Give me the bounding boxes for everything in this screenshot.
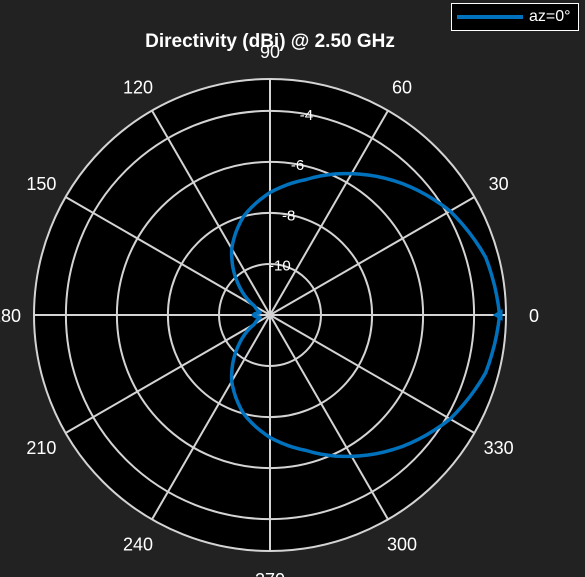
radial-grid--8 bbox=[166, 211, 374, 419]
spoke-30 bbox=[269, 196, 475, 316]
angle-tick-30: 30 bbox=[489, 174, 509, 194]
spoke-330 bbox=[269, 314, 475, 434]
angle-tick-180: 180 bbox=[0, 306, 21, 326]
radial-tick--10: -10 bbox=[269, 258, 291, 275]
chart-title: Directivity (dBi) @ 2.50 GHz bbox=[145, 31, 395, 52]
angle-tick-330: 330 bbox=[484, 438, 514, 458]
radial-grid--10 bbox=[218, 263, 322, 367]
outer-circle bbox=[33, 78, 507, 552]
spoke-150 bbox=[65, 196, 271, 316]
legend-line-swatch bbox=[457, 15, 523, 19]
angle-tick-90: 90 bbox=[260, 42, 280, 62]
angle-tick-240: 240 bbox=[123, 535, 153, 555]
angle-tick-120: 120 bbox=[123, 77, 153, 97]
angle-tick-150: 150 bbox=[26, 174, 56, 194]
spoke-210 bbox=[65, 314, 271, 434]
peak-marker bbox=[492, 309, 503, 321]
legend-label: az=0° bbox=[529, 8, 571, 25]
angle-tick-60: 60 bbox=[392, 77, 412, 97]
radial-tick--8: -8 bbox=[282, 208, 295, 225]
radial-grid--6 bbox=[115, 160, 425, 470]
series-layer bbox=[229, 171, 503, 459]
angle-tick-270: 270 bbox=[255, 570, 285, 577]
spoke-300 bbox=[269, 314, 389, 520]
spoke-60 bbox=[269, 110, 389, 316]
series-line-0 bbox=[229, 171, 502, 459]
radial-grid--4 bbox=[64, 109, 476, 521]
polar-grid bbox=[33, 78, 507, 552]
tick-labels: 0 30 60 90 120 150 180 210 240 270 300 330 -10 -8 -6 -4 bbox=[0, 42, 539, 577]
radial-tick--4: -4 bbox=[300, 107, 313, 124]
angle-tick-0: 0 bbox=[529, 306, 539, 326]
legend: az=0° bbox=[451, 3, 579, 31]
radial-tick--6: -6 bbox=[291, 157, 304, 174]
spoke-120 bbox=[151, 110, 271, 316]
spoke-240 bbox=[151, 314, 271, 520]
angle-tick-300: 300 bbox=[387, 535, 417, 555]
angle-tick-210: 210 bbox=[26, 438, 56, 458]
